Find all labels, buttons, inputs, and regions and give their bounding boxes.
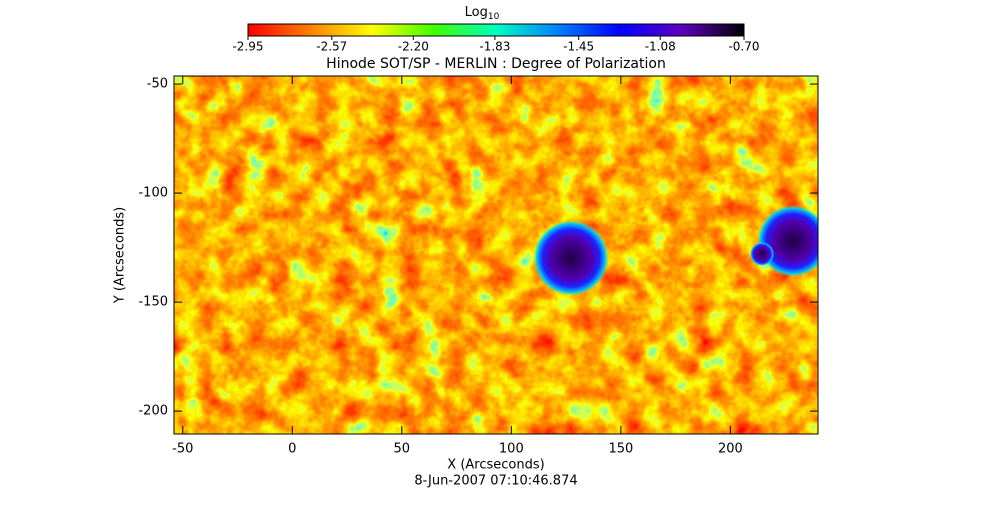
x-axis-label: X (Arcseconds) — [447, 458, 544, 473]
colorbar-tick-label: -2.95 — [232, 40, 263, 54]
x-tick-label: 200 — [718, 442, 743, 457]
colorbar-label-main: Log — [465, 5, 488, 20]
colorbar-label: Log10 — [465, 5, 500, 22]
colorbar-tick-label: -2.57 — [316, 40, 347, 54]
timestamp: 8-Jun-2007 07:10:46.874 — [414, 474, 577, 489]
image — [174, 76, 818, 434]
colorbar-tick-label: -0.70 — [728, 40, 759, 54]
colorbar — [247, 23, 745, 37]
plot-frame — [173, 75, 819, 435]
y-tick-label: -50 — [147, 77, 168, 92]
polarization-map — [174, 76, 818, 434]
colorbar-tick-label: -1.08 — [645, 40, 676, 54]
chart-title: Hinode SOT/SP - MERLIN : Degree of Polar… — [326, 56, 666, 72]
y-tick-label: -150 — [138, 295, 168, 310]
sunspot — [533, 220, 609, 296]
colorbar-tick-label: -2.20 — [398, 40, 429, 54]
colorbar-tick-label: -1.45 — [563, 40, 594, 54]
y-tick-label: -100 — [138, 186, 168, 201]
x-tick-label: 50 — [394, 442, 411, 457]
y-axis-label: Y (Arcseconds) — [113, 207, 128, 304]
sunspot — [750, 242, 774, 266]
y-tick-label: -200 — [138, 404, 168, 419]
x-tick-label: 0 — [288, 442, 296, 457]
x-tick-label: 150 — [608, 442, 633, 457]
colorbar-tick-label: -1.83 — [479, 40, 510, 54]
colorbar-label-sub: 10 — [488, 12, 500, 22]
x-tick-label: 100 — [499, 442, 524, 457]
x-tick-label: -50 — [172, 442, 193, 457]
